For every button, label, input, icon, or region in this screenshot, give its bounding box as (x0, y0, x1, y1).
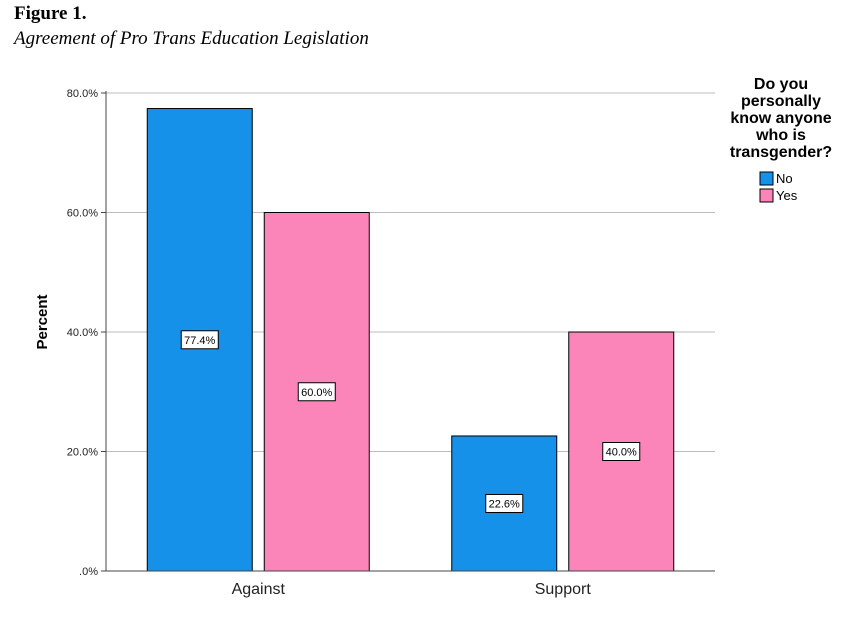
data-label: 40.0% (606, 447, 637, 459)
y-tick-label: 60.0% (67, 208, 98, 220)
legend-label: Yes (776, 188, 798, 203)
y-tick-label: 20.0% (67, 447, 98, 459)
data-label-box (602, 442, 641, 461)
legend-title-line: know anyone (730, 110, 831, 127)
x-tick-label: Against (232, 581, 286, 598)
data-label: 60.0% (301, 387, 332, 399)
figure-label: Figure 1. (14, 3, 87, 24)
y-axis-tick-labels: .0% 20.0% 40.0% 60.0% 80.0% (67, 88, 106, 578)
x-axis-tick-labels: Against Support (232, 581, 592, 598)
y-axis-label: Percent (34, 294, 51, 349)
legend-swatch (759, 171, 774, 186)
legend-title-line: personally (741, 93, 821, 110)
y-tick-label: 40.0% (67, 327, 98, 339)
y-tick-label: 80.0% (67, 88, 98, 100)
data-label: 77.4% (184, 335, 215, 347)
legend-title-line: Do you (754, 76, 808, 93)
legend-swatch (759, 188, 774, 203)
y-tick-label: .0% (79, 566, 98, 578)
data-label-box (485, 493, 524, 513)
legend-title-line: transgender? (730, 144, 832, 161)
data-label: 22.6% (489, 498, 520, 510)
x-tick-label: Support (535, 581, 592, 598)
data-label-box (297, 382, 336, 402)
legend-title-line: who is (755, 127, 806, 144)
legend-label: No (776, 171, 793, 186)
data-labels: 77.4% 60.0% 22.6% 40.0% (180, 330, 641, 513)
bars (146, 108, 675, 572)
figure-title: Agreement of Pro Trans Education Legisla… (14, 28, 369, 49)
axes (105, 91, 715, 572)
data-label-box (180, 330, 219, 350)
